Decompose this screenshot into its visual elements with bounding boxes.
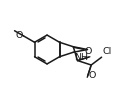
- Text: O: O: [16, 31, 23, 40]
- Text: O: O: [85, 47, 92, 56]
- Text: Cl: Cl: [102, 47, 111, 56]
- Text: NH: NH: [74, 53, 88, 62]
- Text: O: O: [89, 71, 96, 80]
